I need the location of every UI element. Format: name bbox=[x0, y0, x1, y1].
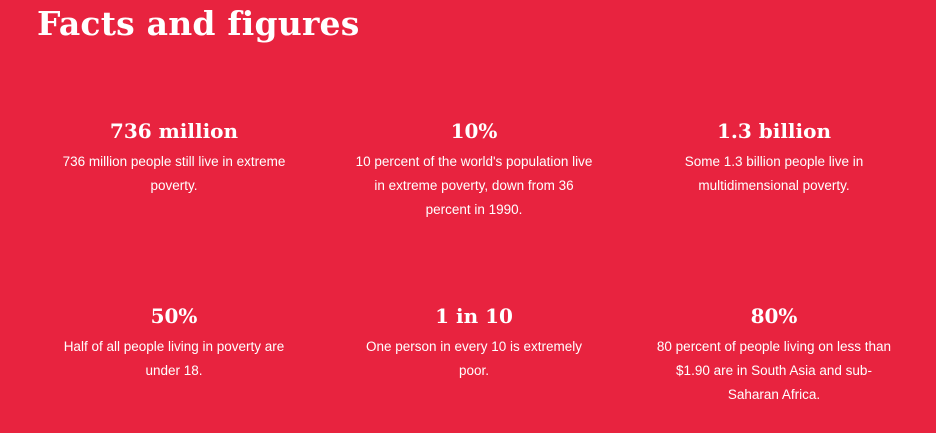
fact-description: One person in every 10 is extremely poor… bbox=[365, 339, 583, 378]
fact-value: 80% bbox=[750, 304, 798, 328]
fact-description: 736 million people still live in extreme… bbox=[62, 154, 286, 193]
fact-description: 10 percent of the world's population liv… bbox=[355, 154, 593, 217]
fact-value: 1 in 10 bbox=[435, 304, 513, 328]
fact-description: 80 percent of people living on less than… bbox=[656, 339, 892, 402]
fact-value: 736 million bbox=[109, 119, 239, 143]
fact-value: 10% bbox=[450, 119, 498, 143]
fact-item: 10% 10 percent of the world's population… bbox=[344, 118, 604, 222]
fact-item: 50% Half of all people living in poverty… bbox=[44, 303, 304, 383]
fact-description: Some 1.3 billion people live in multidim… bbox=[684, 154, 864, 193]
section-title: Facts and figures bbox=[37, 4, 360, 43]
fact-description: Half of all people living in poverty are… bbox=[63, 339, 285, 378]
fact-item: 1.3 billion Some 1.3 billion people live… bbox=[644, 118, 904, 198]
fact-item: 80% 80 percent of people living on less … bbox=[644, 303, 904, 407]
fact-value: 1.3 billion bbox=[716, 119, 831, 143]
fact-item: 736 million 736 million people still liv… bbox=[44, 118, 304, 198]
fact-value: 50% bbox=[150, 304, 198, 328]
fact-item: 1 in 10 One person in every 10 is extrem… bbox=[344, 303, 604, 383]
